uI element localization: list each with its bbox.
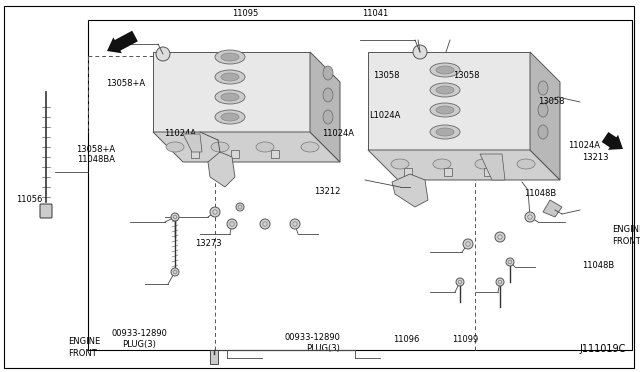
Ellipse shape bbox=[391, 159, 409, 169]
Text: FRONT: FRONT bbox=[612, 237, 640, 246]
Text: 13058+A: 13058+A bbox=[106, 80, 145, 89]
Text: 11024A: 11024A bbox=[568, 141, 600, 151]
Circle shape bbox=[171, 268, 179, 276]
Circle shape bbox=[236, 203, 244, 211]
Circle shape bbox=[456, 278, 464, 286]
Text: 11096: 11096 bbox=[393, 336, 419, 344]
Circle shape bbox=[210, 207, 220, 217]
Text: 13213: 13213 bbox=[582, 154, 609, 163]
Ellipse shape bbox=[436, 86, 454, 94]
Ellipse shape bbox=[323, 110, 333, 124]
Circle shape bbox=[413, 45, 427, 59]
Ellipse shape bbox=[215, 50, 245, 64]
Polygon shape bbox=[480, 154, 505, 180]
Text: FRONT: FRONT bbox=[68, 349, 97, 357]
Circle shape bbox=[506, 258, 514, 266]
Polygon shape bbox=[153, 132, 340, 162]
Text: 13058: 13058 bbox=[538, 96, 564, 106]
Circle shape bbox=[495, 232, 505, 242]
Text: 13058: 13058 bbox=[454, 71, 480, 80]
Circle shape bbox=[171, 213, 179, 221]
Polygon shape bbox=[368, 52, 530, 150]
Ellipse shape bbox=[430, 63, 460, 77]
Polygon shape bbox=[392, 174, 428, 207]
Ellipse shape bbox=[221, 73, 239, 81]
Text: PLUG(3): PLUG(3) bbox=[122, 340, 156, 349]
Circle shape bbox=[496, 278, 504, 286]
Text: 11056: 11056 bbox=[15, 196, 42, 205]
Ellipse shape bbox=[221, 53, 239, 61]
Circle shape bbox=[227, 219, 237, 229]
Bar bbox=[88, 20, 632, 350]
Ellipse shape bbox=[211, 142, 229, 152]
Ellipse shape bbox=[436, 128, 454, 136]
Polygon shape bbox=[543, 200, 562, 217]
Circle shape bbox=[156, 47, 170, 61]
Ellipse shape bbox=[430, 103, 460, 117]
Circle shape bbox=[463, 239, 473, 249]
Text: 00933-12890: 00933-12890 bbox=[112, 328, 168, 337]
Ellipse shape bbox=[221, 93, 239, 101]
Ellipse shape bbox=[215, 70, 245, 84]
Ellipse shape bbox=[215, 90, 245, 104]
Polygon shape bbox=[368, 150, 560, 180]
Bar bbox=[404, 168, 412, 176]
Bar bbox=[231, 150, 239, 158]
FancyArrow shape bbox=[602, 132, 623, 150]
Bar bbox=[271, 150, 279, 158]
Text: 11095: 11095 bbox=[232, 10, 259, 19]
Text: 13058+A: 13058+A bbox=[76, 145, 115, 154]
Text: 11048BA: 11048BA bbox=[77, 155, 115, 164]
Polygon shape bbox=[530, 52, 560, 180]
Ellipse shape bbox=[436, 66, 454, 74]
Ellipse shape bbox=[538, 103, 548, 117]
Polygon shape bbox=[310, 52, 340, 162]
Text: L1024A: L1024A bbox=[369, 112, 400, 121]
Polygon shape bbox=[183, 134, 202, 152]
Ellipse shape bbox=[323, 88, 333, 102]
Text: 11048B: 11048B bbox=[582, 262, 614, 270]
Ellipse shape bbox=[256, 142, 274, 152]
FancyBboxPatch shape bbox=[40, 204, 52, 218]
Bar bbox=[484, 168, 492, 176]
Text: 11099: 11099 bbox=[452, 336, 478, 344]
Bar bbox=[444, 168, 452, 176]
Circle shape bbox=[290, 219, 300, 229]
Polygon shape bbox=[153, 52, 310, 132]
Ellipse shape bbox=[430, 125, 460, 139]
Ellipse shape bbox=[433, 159, 451, 169]
Ellipse shape bbox=[301, 142, 319, 152]
Ellipse shape bbox=[430, 83, 460, 97]
Ellipse shape bbox=[166, 142, 184, 152]
Ellipse shape bbox=[436, 106, 454, 114]
Ellipse shape bbox=[221, 113, 239, 121]
Text: ENGINE: ENGINE bbox=[68, 337, 100, 346]
Polygon shape bbox=[208, 152, 235, 187]
Ellipse shape bbox=[538, 125, 548, 139]
Text: 00933-12890: 00933-12890 bbox=[284, 334, 340, 343]
Circle shape bbox=[525, 212, 535, 222]
Text: 11048B: 11048B bbox=[524, 189, 556, 199]
Text: ENGINE: ENGINE bbox=[612, 225, 640, 234]
Ellipse shape bbox=[538, 81, 548, 95]
Text: 13273: 13273 bbox=[195, 240, 221, 248]
Text: 11024A: 11024A bbox=[164, 129, 196, 138]
Ellipse shape bbox=[323, 66, 333, 80]
Bar bbox=[210, 350, 218, 364]
Ellipse shape bbox=[517, 159, 535, 169]
Ellipse shape bbox=[475, 159, 493, 169]
Ellipse shape bbox=[215, 110, 245, 124]
Text: 11024A: 11024A bbox=[322, 129, 354, 138]
Text: 13058: 13058 bbox=[374, 71, 400, 80]
Text: J111019C: J111019C bbox=[580, 344, 626, 354]
Circle shape bbox=[260, 219, 270, 229]
Text: 13212: 13212 bbox=[314, 187, 340, 196]
Text: 11041: 11041 bbox=[362, 10, 388, 19]
FancyArrow shape bbox=[107, 31, 138, 53]
Text: PLUG(3): PLUG(3) bbox=[306, 344, 340, 353]
Bar bbox=[191, 150, 199, 158]
